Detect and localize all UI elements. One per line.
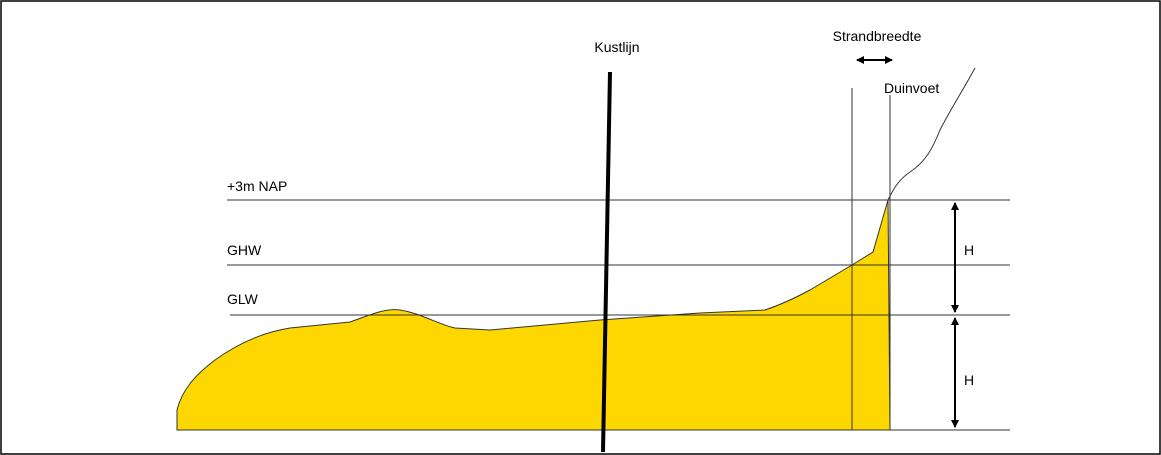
label: Strandbreedte xyxy=(833,28,922,44)
label: H xyxy=(964,242,974,258)
label: Kustlijn xyxy=(594,39,639,55)
label: Duinvoet xyxy=(884,80,939,96)
diagram: Kustlijn Strandbreedte Duinvoet +3m NAP … xyxy=(0,0,1161,455)
label: GLW xyxy=(227,291,259,307)
label: H xyxy=(964,372,974,388)
label: +3m NAP xyxy=(227,178,287,194)
label: GHW xyxy=(227,242,262,258)
